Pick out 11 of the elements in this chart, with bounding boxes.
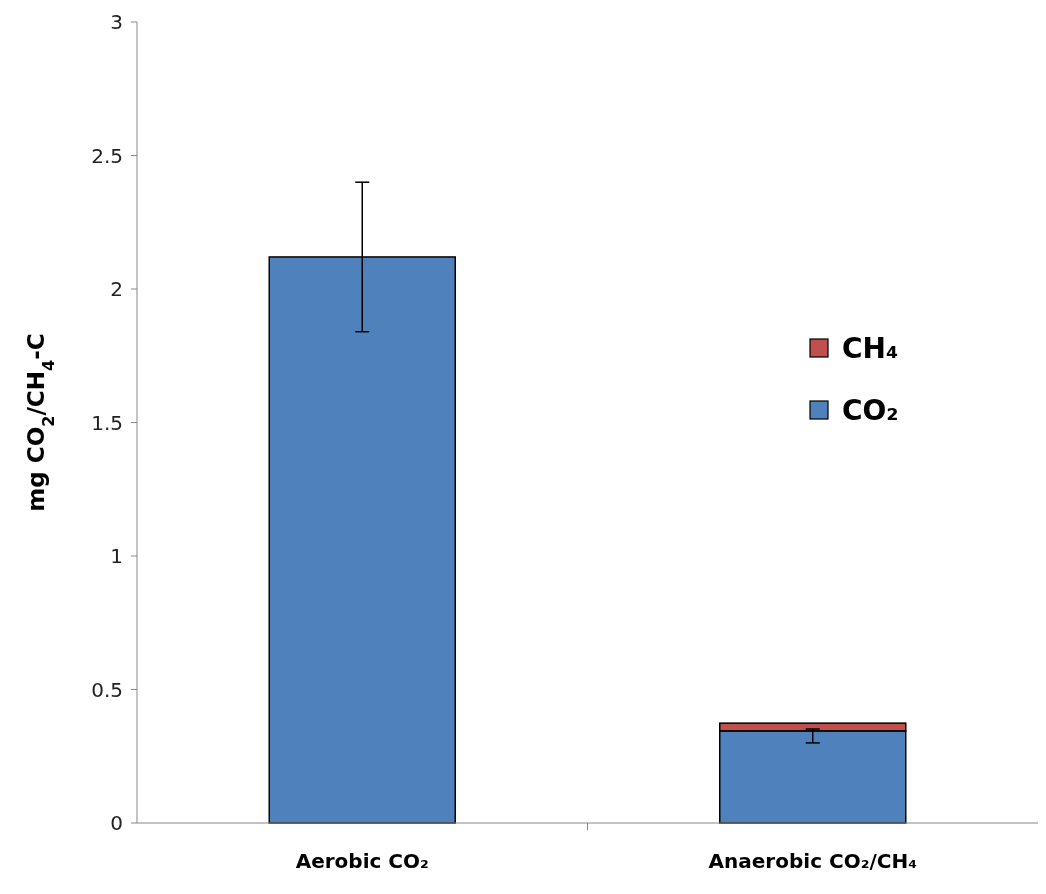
- y-tick-label: 1: [110, 544, 123, 568]
- y-tick-label: 2.5: [91, 143, 123, 168]
- y-tick-label: 1.5: [91, 410, 123, 435]
- y-tick-label: 2: [110, 277, 123, 301]
- y-tick-label: 0.5: [91, 677, 123, 702]
- legend-label: CO₂: [842, 393, 899, 427]
- legend-label: CH₄: [842, 331, 899, 365]
- y-tick-label: 0: [110, 811, 123, 835]
- x-tick-label: Anaerobic CO₂/CH₄: [708, 849, 917, 873]
- y-tick-label: 3: [110, 10, 123, 34]
- x-tick-label: Aerobic CO₂: [295, 849, 429, 873]
